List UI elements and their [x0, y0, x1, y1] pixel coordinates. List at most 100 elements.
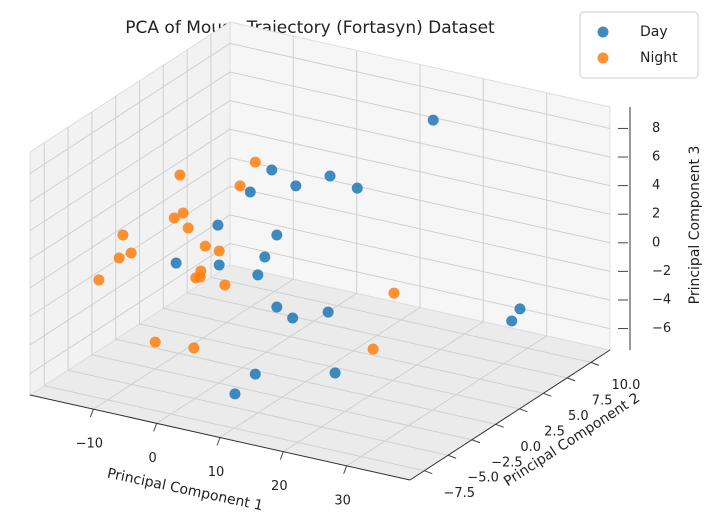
x-axis-label: Principal Component 1	[106, 466, 265, 515]
grid-line	[186, 49, 568, 379]
point	[93, 274, 105, 286]
chart-title: PCA of Mouse Trajectory (Fortasyn) Datas…	[125, 18, 495, 38]
point	[388, 287, 400, 299]
legend-label: Day	[640, 24, 668, 40]
point	[252, 269, 264, 281]
point	[177, 207, 189, 219]
grid-line	[91, 111, 473, 441]
point	[249, 156, 261, 168]
point	[329, 367, 341, 379]
legend-label: Night	[640, 50, 678, 66]
z-tick-label: 6	[652, 150, 660, 165]
point	[290, 180, 302, 192]
point	[125, 247, 137, 259]
grid-line	[29, 214, 611, 346]
grid-line	[43, 142, 425, 472]
z-tick-label: −6	[652, 321, 671, 336]
point	[427, 114, 439, 126]
z-tick-label: 0	[652, 235, 660, 250]
legend-marker	[597, 52, 609, 64]
y-tick	[495, 423, 504, 428]
point	[229, 388, 241, 400]
x-tick	[89, 408, 94, 418]
point	[149, 336, 161, 348]
z-tick-label: 4	[652, 178, 660, 193]
x-tick-label: 20	[271, 479, 288, 494]
point	[219, 279, 231, 291]
point	[514, 303, 526, 315]
point	[182, 222, 194, 234]
grid-line	[139, 80, 520, 410]
point	[199, 240, 211, 252]
point	[190, 272, 202, 284]
x-tick-label: 0	[149, 451, 157, 466]
grid-line	[29, 243, 611, 374]
point	[287, 312, 299, 324]
point	[324, 170, 336, 182]
y-tick	[543, 392, 552, 397]
x-tick	[216, 437, 221, 446]
y-tick-label: 7.5	[592, 393, 613, 408]
grid-line	[67, 127, 449, 456]
point	[351, 182, 363, 194]
point	[234, 180, 246, 192]
grid-line	[346, 92, 548, 467]
y-axis-line	[409, 349, 611, 481]
y-tick	[590, 361, 600, 366]
grid-line	[93, 36, 294, 410]
point	[271, 301, 283, 313]
z-tick-label: −2	[652, 264, 671, 279]
point	[212, 219, 224, 231]
grid-line	[162, 65, 544, 394]
x-tick	[153, 423, 158, 432]
point	[174, 169, 186, 181]
z-tick-label: 2	[652, 207, 660, 222]
point	[213, 245, 225, 257]
x-tick-label: 30	[334, 493, 351, 508]
point	[170, 257, 182, 269]
point	[322, 306, 334, 318]
point	[188, 342, 200, 354]
point	[266, 164, 278, 176]
grid-line	[29, 71, 611, 203]
point	[113, 252, 125, 264]
y-tick-label: −2.5	[491, 455, 523, 470]
point	[367, 343, 379, 355]
point	[244, 186, 256, 198]
grid-line	[156, 50, 358, 424]
y-tick	[447, 454, 457, 459]
point	[271, 229, 283, 241]
grid-line	[283, 78, 484, 453]
y-tick-label: 5.0	[568, 409, 589, 424]
point	[117, 229, 129, 241]
y-tick	[566, 377, 576, 382]
y-tick-label: 2.5	[544, 424, 565, 439]
point	[213, 259, 225, 271]
y-tick-label: 0.0	[520, 440, 541, 455]
point	[168, 212, 180, 224]
point	[259, 251, 271, 263]
z-tick-label: −4	[652, 292, 671, 307]
y-tick	[424, 470, 433, 475]
x-tick	[343, 465, 348, 475]
y-tick	[519, 408, 528, 413]
point	[506, 315, 518, 327]
x-tick	[279, 451, 284, 460]
grid-line	[29, 128, 611, 260]
y-tick-label: 10.0	[611, 378, 640, 393]
y-tick-label: −5.0	[467, 471, 499, 486]
grid-line	[29, 157, 611, 289]
grid-line	[29, 100, 611, 232]
grid-line	[29, 185, 611, 317]
legend: Day Night	[579, 11, 699, 79]
x-tick-label: −10	[76, 437, 103, 452]
grid-line	[210, 34, 592, 363]
legend-marker	[597, 26, 609, 38]
x-axis-line	[29, 394, 411, 481]
point	[249, 368, 261, 380]
z-tick-label: 8	[652, 121, 660, 136]
y-tick-label: −7.5	[443, 486, 475, 501]
legend-box	[579, 11, 699, 79]
y-tick	[471, 439, 481, 444]
x-tick-label: 10	[208, 465, 225, 480]
